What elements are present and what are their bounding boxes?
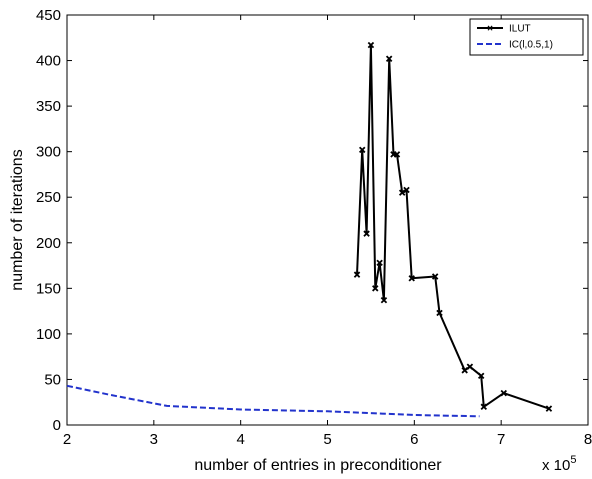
legend: × ILUT IC(l,0.5,1) bbox=[469, 18, 584, 56]
data-point-marker bbox=[358, 146, 366, 154]
x-axis-label: number of entries in preconditioner bbox=[194, 457, 442, 474]
data-point-marker bbox=[545, 405, 553, 412]
y-tick-label: 450 bbox=[36, 7, 61, 24]
x-scale-power: 5 bbox=[570, 454, 576, 466]
data-point-marker bbox=[376, 259, 383, 267]
data-point-marker bbox=[353, 271, 361, 278]
y-axis-ticks: 0 50 100 150 200 250 300 350 400 450 bbox=[36, 7, 588, 434]
data-point-marker bbox=[372, 285, 379, 292]
y-tick-label: 150 bbox=[36, 280, 61, 297]
data-point-marker bbox=[436, 309, 443, 317]
series-line-ilut bbox=[356, 44, 550, 410]
data-point-marker bbox=[393, 151, 401, 158]
y-tick-label: 50 bbox=[44, 371, 61, 388]
data-point-marker bbox=[480, 403, 488, 411]
data-point-marker bbox=[477, 372, 485, 380]
data-point-marker bbox=[431, 273, 439, 280]
x-scale-exponent: x 105 bbox=[542, 454, 576, 474]
x-tick-label: 2 bbox=[63, 431, 71, 448]
data-point-marker bbox=[363, 230, 370, 237]
y-tick-label: 100 bbox=[36, 326, 61, 343]
series-layer bbox=[66, 41, 553, 418]
legend-box bbox=[469, 18, 584, 56]
plot-frame bbox=[66, 14, 589, 426]
y-tick-label: 200 bbox=[36, 235, 61, 252]
legend-label-ic: IC(l,0.5,1) bbox=[509, 40, 553, 51]
legend-marker-ilut: × bbox=[487, 24, 493, 35]
x-tick-label: 5 bbox=[323, 431, 331, 448]
x-tick-label: 8 bbox=[584, 431, 592, 448]
data-point-marker bbox=[398, 189, 406, 196]
y-tick-label: 250 bbox=[36, 189, 61, 206]
data-point-marker bbox=[408, 275, 415, 282]
data-point-marker bbox=[403, 186, 410, 194]
legend-label-ilut: ILUT bbox=[509, 24, 531, 35]
data-point-marker bbox=[500, 389, 508, 397]
data-point-marker bbox=[385, 55, 393, 62]
y-tick-label: 350 bbox=[36, 98, 61, 115]
x-tick-label: 7 bbox=[497, 431, 505, 448]
data-point-marker bbox=[380, 296, 388, 304]
y-axis-label: number of iterations bbox=[9, 149, 26, 290]
x-axis-ticks: 2 3 4 5 6 7 8 bbox=[63, 15, 592, 448]
x-tick-label: 4 bbox=[236, 431, 244, 448]
y-tick-label: 300 bbox=[36, 144, 61, 161]
x-scale-base: x 10 bbox=[542, 457, 570, 474]
y-tick-label: 0 bbox=[53, 417, 61, 434]
y-tick-label: 400 bbox=[36, 53, 61, 70]
data-point-marker bbox=[461, 367, 468, 374]
data-point-marker bbox=[466, 363, 474, 370]
data-point-marker bbox=[367, 41, 375, 49]
x-tick-label: 6 bbox=[410, 431, 418, 448]
x-tick-label: 3 bbox=[150, 431, 158, 448]
series-line-ic bbox=[66, 384, 480, 418]
